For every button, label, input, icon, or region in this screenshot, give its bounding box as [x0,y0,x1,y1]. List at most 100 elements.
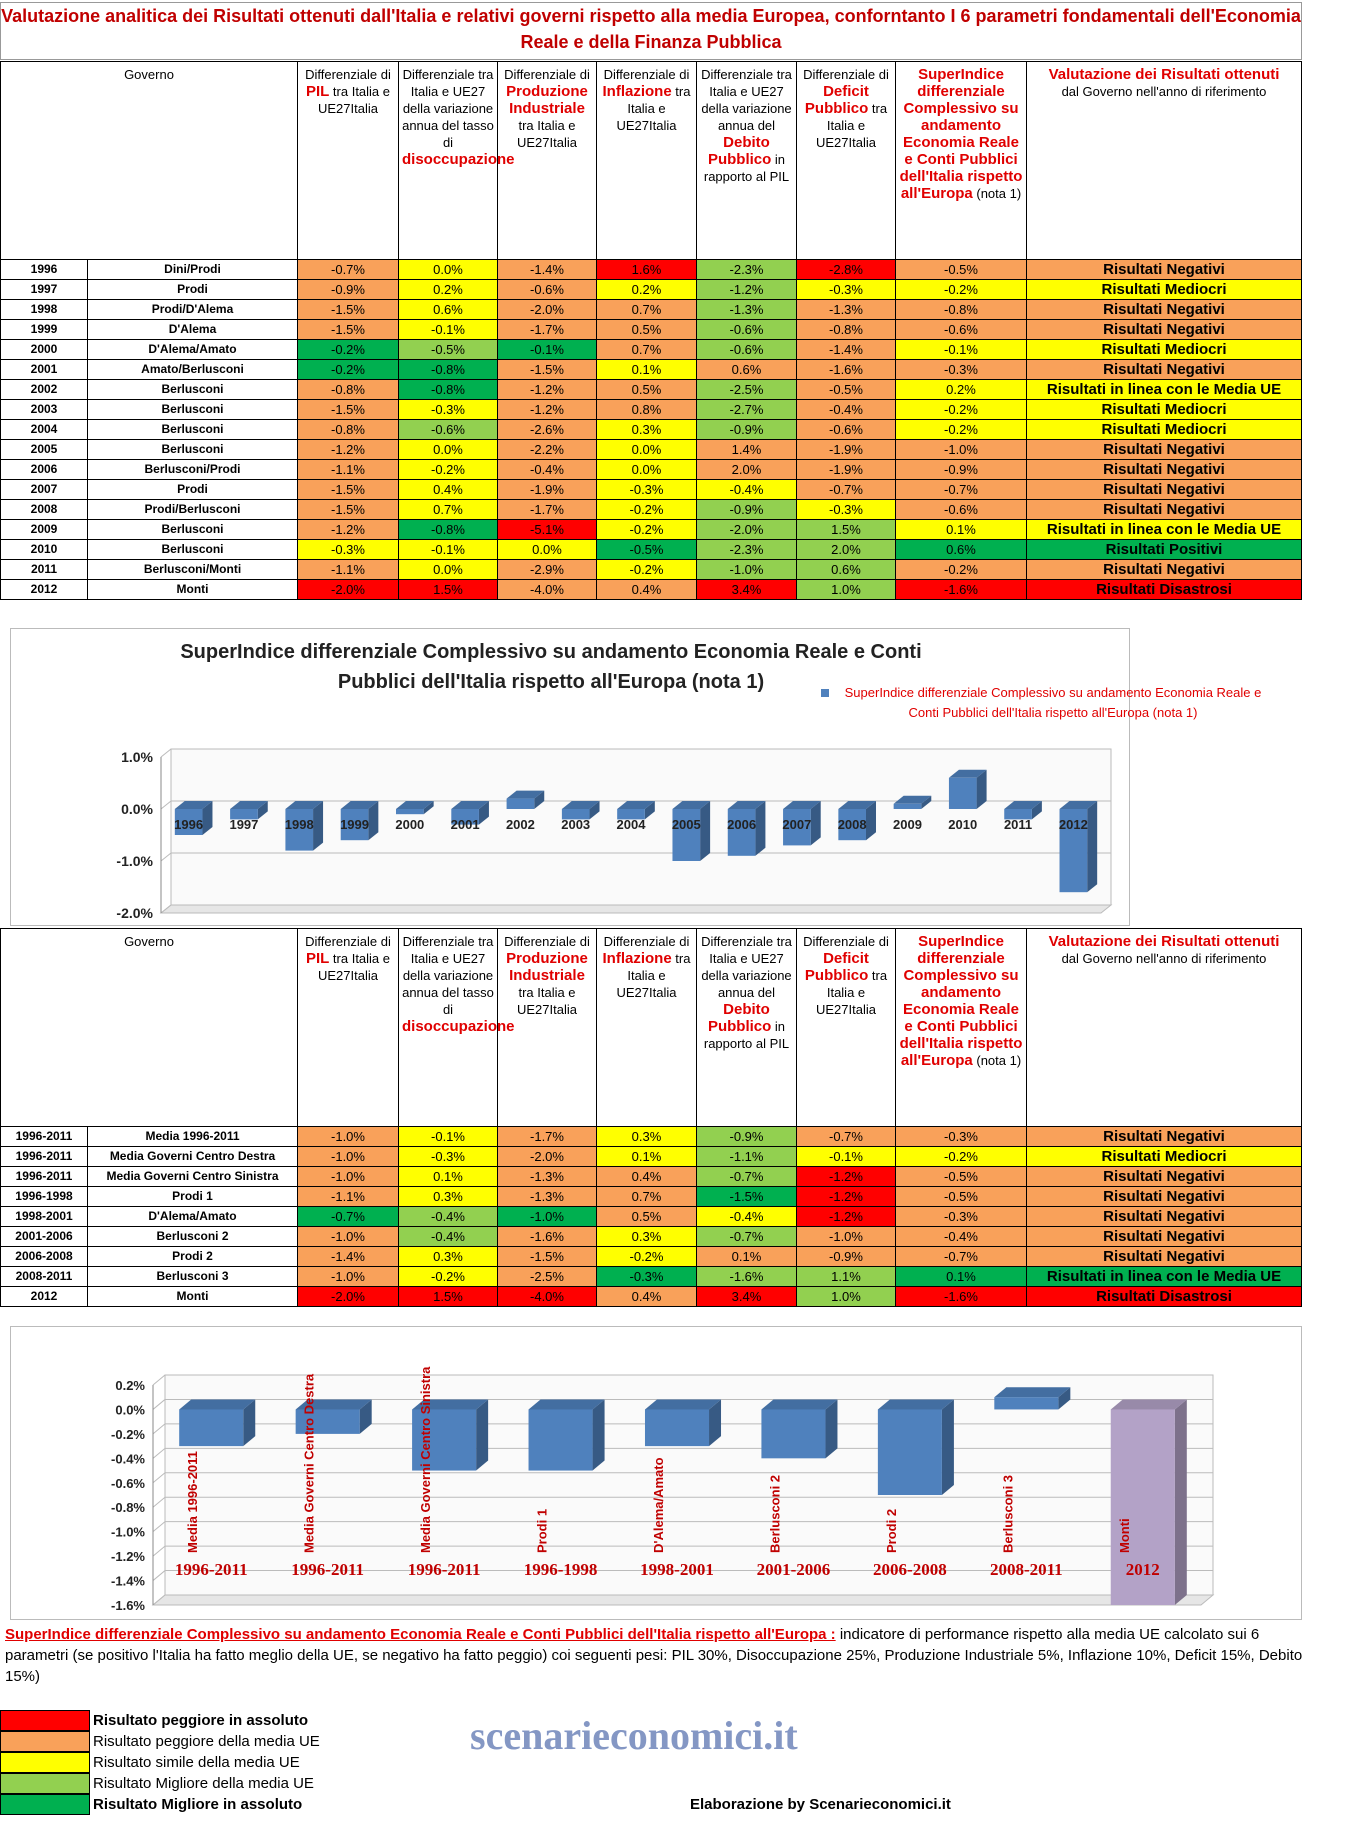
government: Berlusconi/Prodi [87,459,298,480]
rating: Risultati Negativi [1026,459,1302,480]
x-tick-label: 2003 [561,817,590,832]
bar [174,809,203,835]
header-text: Debito Pubblico [707,1001,772,1035]
category-label: Media 1996-2011 [185,1451,200,1553]
value-cell: 0.1% [895,1266,1027,1287]
row: 2003 Berlusconi -1.5% -0.3% -1.2% 0.8% -2.7% -0… [0,399,1302,420]
period: 2005 [0,439,88,460]
header-text: Differenziale di [603,934,690,949]
y-tick-label: -0.8% [111,1500,145,1515]
x-tick-label: 2004 [617,817,647,832]
value-cell: -0.2% [895,279,1027,300]
government: Amato/Berlusconi [87,359,298,380]
column-header: Differenziale di Inflazione tra Italia e… [596,928,697,1127]
value-cell: -2.0% [497,1146,597,1167]
row: 2001 Amato/Berlusconi -0.2% -0.8% -1.5% 0.1% 0… [0,359,1302,380]
legend-item: Risultato peggiore della media UE [0,1731,360,1752]
rating: Risultati Negativi [1026,1126,1302,1147]
value-cell: -0.2% [895,419,1027,440]
grid-slant [152,1447,166,1459]
legend: SuperIndice differenziale Complessivo su… [821,683,1271,723]
legend-swatch [0,1773,90,1794]
bar [893,803,922,809]
rating: Risultati Negativi [1026,1226,1302,1247]
category-label: Media Governi Centro Sinistra [418,1366,433,1553]
value-cell: -1.6% [497,1226,597,1247]
value-cell: 3.4% [696,1286,797,1307]
period: 2012 [0,1286,88,1307]
period: 1999 [0,319,88,340]
value-cell: -0.2% [895,399,1027,420]
value-cell: 0.6% [796,559,896,580]
value-cell: -0.2% [895,559,1027,580]
value-cell: -0.8% [297,419,399,440]
period: 1996-2011 [0,1166,88,1187]
value-cell: -1.0% [796,1226,896,1247]
value-cell: 0.0% [596,439,697,460]
value-cell: -1.6% [796,359,896,380]
value-cell: -0.9% [895,459,1027,480]
bar-side [1087,801,1098,893]
value-cell: -1.3% [696,299,797,320]
value-cell: 0.1% [696,1246,797,1267]
category-label: Prodi 1 [535,1509,550,1553]
y-tick-label: -1.0% [116,853,153,869]
value-cell: -0.1% [895,339,1027,360]
value-cell: -0.2% [596,1246,697,1267]
bar-top [1110,1399,1187,1410]
value-cell: -1.6% [895,1286,1027,1307]
bar [451,809,479,825]
x-tick-label: 2012 [1126,1560,1160,1579]
row: 1998-2001 D'Alema/Amato -0.7% -0.4% -1.0% 0.5… [0,1206,1302,1227]
value-cell: -1.1% [297,559,399,580]
header-text: tra Italia e UE27Italia [816,968,888,1017]
row: 2012 Monti -2.0% 1.5% -4.0% 0.4% 3.4% 1.0% -1.6%… [0,579,1302,600]
value-cell: 2.0% [796,539,896,560]
bar [948,777,977,809]
grid-slant [152,1521,166,1533]
value-cell: -0.2% [297,339,399,360]
bar [179,1409,244,1447]
value-cell: -1.5% [297,299,399,320]
value-cell: -1.0% [297,1266,399,1287]
rating: Risultati Negativi [1026,1166,1302,1187]
value-cell: -0.1% [497,339,597,360]
bar-side [810,801,821,846]
chart: 0.2% 0.0% -0.2% -0.4% -0.6% -0.8% -1.0% -1.2% -1… [10,1326,1302,1620]
bar-top [528,1399,605,1410]
value-cell: -1.4% [497,259,597,280]
header-text: tra Italia e UE27Italia [616,84,691,133]
value-cell: -2.3% [696,259,797,280]
column-header: Differenziale tra Italia e UE27 della va… [398,61,515,260]
row: 1996-2011 Media 1996-2011 -1.0% -0.1% -1.7% 0… [0,1126,1302,1147]
value-cell: -1.1% [297,1186,399,1207]
value-cell: -0.3% [297,539,399,560]
rating: Risultati Mediocri [1026,399,1302,420]
value-cell: -2.6% [497,419,597,440]
column-header: Differenziale di Produzione Industriale … [497,928,597,1127]
plot-floor [151,1594,1215,1606]
value-cell: -0.2% [596,519,697,540]
value-cell: -1.1% [696,1146,797,1167]
value-cell: -0.2% [398,1266,498,1287]
value-cell: -1.0% [696,559,797,580]
value-cell: 0.3% [596,1226,697,1247]
bar [340,809,369,841]
legend-swatch [0,1710,90,1731]
value-cell: 0.4% [596,1166,697,1187]
bar [727,809,756,856]
value-cell: -0.2% [895,1146,1027,1167]
grid-slant [152,1594,166,1606]
header-text: dal Governo nell'anno di riferimento [1061,84,1267,99]
value-cell: -0.7% [696,1166,797,1187]
value-cell: -0.6% [696,339,797,360]
grid-slant [152,1545,166,1557]
category-label: D'Alema/Amato [651,1457,666,1553]
x-tick-label: 1996-2011 [408,1560,481,1579]
government: D'Alema [87,319,298,340]
header-text: Differenziale tra Italia e UE27 della va… [701,67,792,133]
value-cell: -0.1% [398,539,498,560]
header-text: Valutazione dei Risultati ottenuti [1048,66,1280,83]
column-header: Differenziale di PIL tra Italia e UE27It… [297,928,399,1127]
value-cell: -0.3% [895,359,1027,380]
